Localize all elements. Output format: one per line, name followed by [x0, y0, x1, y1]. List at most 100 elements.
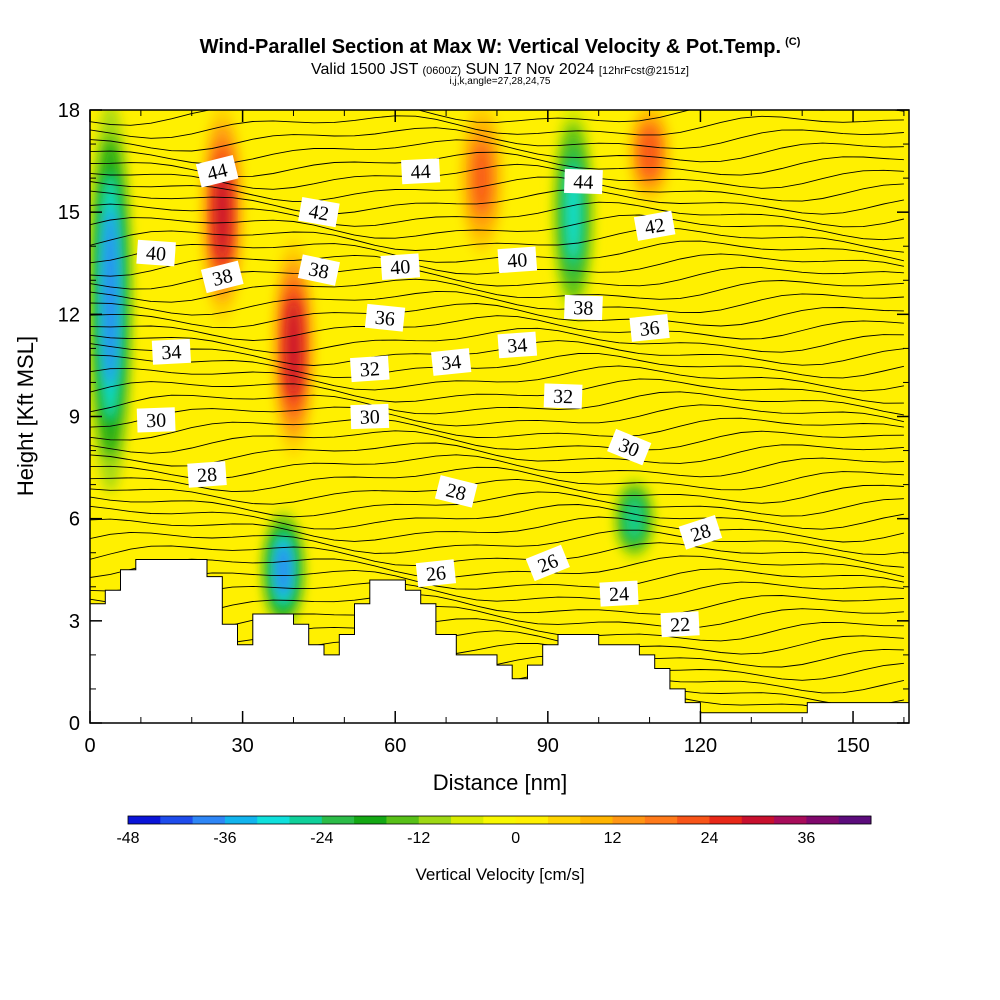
contour-label-text: 34	[507, 334, 528, 357]
colorbar-swatch	[677, 816, 710, 824]
contour-label: 40	[136, 239, 176, 267]
x-tick-label: 30	[231, 735, 253, 757]
colorbar-swatch	[386, 816, 420, 824]
colorbar-tick-label: -36	[213, 830, 236, 847]
theta-contour-line	[90, 163, 904, 190]
contour-label-text: 26	[425, 562, 447, 586]
theta-contour-line	[90, 353, 905, 379]
theta-contour-line	[90, 417, 904, 441]
valid-utc: (0600Z)	[422, 65, 462, 77]
y-axis-tick-labels: 0 3 6 9 12 15 18	[58, 100, 80, 735]
contour-label-box	[200, 260, 244, 294]
y-tick-label: 9	[69, 407, 80, 429]
contour-label: 40	[380, 253, 421, 280]
x-tick-label: 150	[836, 735, 869, 757]
theta-contour-line	[90, 290, 904, 316]
contour-label-text: 32	[553, 386, 574, 409]
theta-contour-line	[90, 365, 904, 392]
contour-label-text: 28	[196, 464, 217, 487]
y-tick-label: 0	[69, 713, 80, 735]
theta-contour-line	[90, 201, 904, 228]
colorbar	[127, 815, 872, 825]
contour-label-box	[497, 331, 538, 359]
vertical-velocity-field	[90, 110, 672, 629]
colorbar-swatch	[644, 816, 678, 824]
colorbar-swatch	[321, 816, 355, 824]
contour-label: 44	[401, 158, 441, 185]
contour-label-box	[349, 355, 390, 383]
theta-contour-line	[90, 227, 904, 253]
contour-label-box	[599, 580, 639, 607]
theta-contour-line	[90, 110, 904, 126]
contour-label: 42	[633, 210, 676, 241]
contour-label: 32	[349, 355, 390, 383]
contour-label-box	[136, 407, 176, 433]
colorbar-swatch	[224, 816, 258, 824]
colorbar-swatch	[838, 816, 872, 824]
colorbar-swatch	[774, 816, 807, 824]
contour-label: 38	[297, 254, 340, 286]
theta-contour-line	[90, 315, 904, 341]
contour-label: 38	[564, 294, 603, 321]
chart-title-text: Wind-Parallel Section at Max W: Vertical…	[199, 36, 782, 58]
contour-label: 36	[629, 314, 670, 342]
theta-contour-line	[90, 340, 904, 366]
colorbar-tick-label: -48	[116, 830, 139, 847]
contour-label-box	[350, 403, 390, 430]
vv-feature-2-level-3	[285, 297, 302, 400]
contour-label-text: 36	[639, 317, 661, 341]
plot-area: 44 44 44 42 42 40 40 40 38 38 38 36 36 34 34 34 32 32 30 30…	[89, 109, 910, 724]
contour-label-box	[564, 294, 603, 321]
axis-ticks	[89, 109, 909, 724]
forecast-info: [12hrFcst@2151z]	[598, 65, 689, 77]
theta-contour-line	[90, 115, 904, 139]
theta-contour-line	[90, 278, 904, 303]
vv-feature-3-level-3	[275, 542, 292, 597]
contour-label-box	[607, 428, 652, 466]
contour-label-text: 30	[146, 410, 167, 433]
vv-feature-0-level-3	[102, 207, 119, 388]
theta-contour-line	[90, 253, 904, 277]
theta-contour-line	[90, 504, 904, 530]
colorbar-swatch	[192, 816, 226, 824]
colorbar-swatch	[547, 816, 581, 824]
contour-label-box	[660, 611, 700, 638]
theta-contour-line	[90, 404, 905, 428]
contour-label: 36	[364, 303, 406, 332]
contour-label-box	[364, 303, 406, 332]
contour-label-box	[401, 158, 441, 185]
colorbar-swatch	[515, 816, 549, 824]
contour-label: 26	[415, 559, 457, 588]
theta-contour-line	[90, 188, 904, 215]
vv-feature-7-level-3	[473, 143, 490, 214]
chart-subtitle: Valid 1500 JST (0600Z) SUN 17 Nov 2024 […	[0, 61, 1000, 79]
contour-label-box	[136, 239, 176, 267]
theta-contour-line	[90, 466, 904, 493]
theta-contour-line	[90, 442, 904, 467]
contour-label-box	[298, 197, 340, 228]
theta-contour-line	[90, 378, 904, 404]
colorbar-swatch	[289, 816, 323, 824]
x-axis-title: Distance [nm]	[433, 770, 568, 795]
contour-label-text: 30	[359, 406, 380, 429]
contour-label-text: 42	[307, 201, 331, 226]
contour-label-box	[431, 348, 472, 376]
theta-contour-line	[90, 478, 904, 505]
contour-label-box	[543, 383, 583, 409]
contour-label: 42	[298, 197, 340, 228]
contour-label-text: 32	[359, 358, 380, 381]
colorbar-tick-labels: -48 -36 -24 -12 0 12 24 36	[116, 830, 815, 847]
contour-label-text: 34	[161, 341, 182, 364]
x-tick-label: 0	[84, 735, 95, 757]
terrain-mask	[89, 559, 910, 724]
contour-label: 24	[599, 580, 639, 607]
colorbar-swatch	[580, 816, 614, 824]
y-tick-label: 18	[58, 100, 80, 122]
y-axis-title: Height [Kft MSL]	[13, 336, 38, 496]
colorbar-swatch	[483, 816, 517, 824]
contour-label-box	[151, 338, 191, 365]
y-tick-label: 6	[69, 509, 80, 531]
theta-contour-line	[90, 593, 904, 618]
contour-label-text: 24	[609, 583, 630, 606]
colorbar-swatch	[257, 816, 291, 824]
